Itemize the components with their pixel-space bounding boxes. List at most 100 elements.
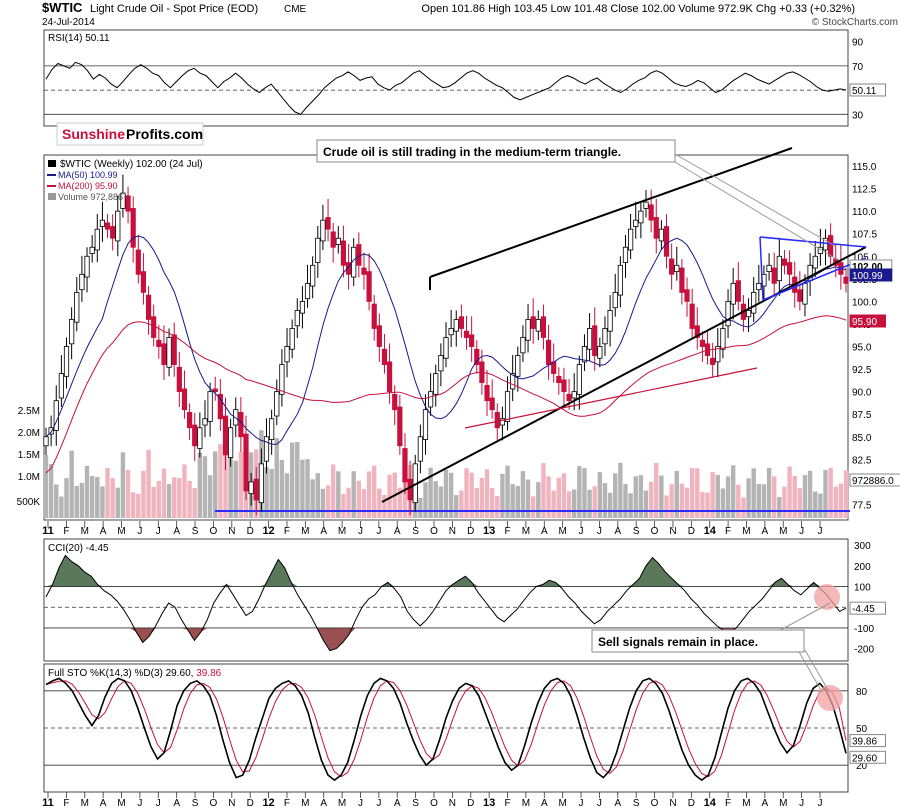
volume-bar [397, 487, 403, 518]
volume-bar [643, 490, 649, 518]
price-tick-107.5: 107.5 [852, 230, 877, 241]
candle-body [74, 291, 80, 323]
volume-bar [695, 468, 700, 518]
volume-bar [541, 463, 546, 518]
volume-bar [633, 476, 638, 518]
x-label: J [799, 798, 804, 809]
x-label: 14 [704, 797, 717, 809]
candle-body [140, 271, 147, 293]
x-label: A [614, 798, 621, 809]
triangle-callout-box [316, 139, 676, 163]
candle-body [125, 195, 131, 212]
volume-bar [197, 452, 203, 518]
x-label: S [412, 798, 419, 809]
volume-bar [310, 479, 315, 518]
sell-annotation: Sell signals remain in place. [591, 584, 843, 711]
volume-bar [710, 472, 715, 518]
volume-bar [561, 473, 567, 518]
candle-body [751, 291, 757, 314]
price-tick-82.5: 82.5 [852, 455, 872, 466]
x-label: N [669, 526, 676, 537]
rsi-tick-30: 30 [852, 110, 864, 121]
candle-body [530, 316, 536, 329]
candle-body [504, 391, 511, 422]
volume-bar [638, 475, 644, 518]
volume-bar [813, 491, 818, 518]
volume-bar [582, 468, 587, 518]
sto-d-last-value-box [849, 734, 886, 748]
x-label: J [156, 798, 161, 809]
candle-body [289, 328, 295, 350]
x-label: M [117, 798, 125, 809]
volume-bar [223, 432, 228, 518]
volume-bar [141, 470, 146, 518]
candle-body [535, 319, 541, 332]
sto-k-line [45, 677, 847, 782]
x-label: M [81, 798, 89, 809]
x-label: M [81, 526, 89, 537]
sto-legend-prefix: Full STO %K(14,3) %D(3) 29.60, [48, 668, 196, 679]
candle-body [84, 255, 90, 278]
x-label: D [688, 798, 695, 809]
watermark: © StockCharts.com [812, 17, 898, 28]
x-label: J [597, 798, 602, 809]
volume-bar [766, 467, 772, 518]
volume-bar [484, 469, 490, 518]
candle-body [402, 448, 408, 483]
candle-body [571, 391, 577, 399]
candle-body [407, 478, 413, 501]
volume-bar [618, 462, 623, 518]
volume-bar [84, 465, 90, 518]
candle-body [694, 325, 700, 338]
volume-bar [597, 472, 603, 518]
candle-body [371, 303, 377, 329]
candle-body [79, 273, 85, 291]
volume-bar [674, 470, 679, 518]
volume-bar [366, 471, 372, 518]
volume-bar [725, 476, 731, 518]
candle-body [110, 226, 116, 239]
candle-body [274, 391, 280, 417]
volume-bar [279, 459, 285, 518]
cci-last-value-box [849, 601, 886, 615]
candle-body [263, 436, 270, 462]
sto-legend-d: 39.86 [196, 668, 221, 679]
x-label: F [63, 798, 69, 809]
volume-bar [305, 459, 310, 518]
x-label: 12 [262, 525, 274, 537]
candle-body [89, 246, 95, 254]
volume-bar [105, 467, 110, 518]
volume-tick: 1.0M [18, 472, 40, 483]
candle-body [238, 412, 244, 438]
volume-tick: 2.0M [18, 428, 40, 439]
price-tick-115: 115.0 [852, 162, 877, 173]
x-label: M [742, 526, 750, 537]
candle-body [181, 388, 188, 411]
ma200-last-value-box [849, 314, 886, 328]
candle-body [94, 228, 100, 251]
volume-bar [79, 483, 85, 518]
x-label: J [358, 526, 363, 537]
volume-bar [74, 485, 79, 518]
volume-bar [546, 476, 551, 518]
x-label: A [394, 798, 401, 809]
candle-body [171, 334, 177, 365]
x-label: J [818, 526, 823, 537]
x-axis-top: 11 F M A M J J A S O N D 12 F M A M J J A S O N D 13 F M A M J J A S O N D 1… [42, 521, 823, 537]
sell-callout-text: Sell signals remain in place. [598, 635, 758, 649]
candle-body [612, 291, 618, 309]
volume-bar [448, 472, 454, 518]
sto-d-last-value: 39.86 [852, 737, 877, 748]
x-label: S [412, 526, 419, 537]
candle-body [525, 319, 531, 341]
brand-profits: Profits.com [126, 126, 203, 142]
candle-body [581, 346, 588, 363]
rsi-tick-70: 70 [852, 62, 864, 73]
x-label: N [228, 798, 235, 809]
x-label: M [558, 526, 566, 537]
volume-bar [100, 486, 105, 518]
volume-bar [315, 473, 320, 518]
cci-tick--200: -200 [854, 645, 874, 656]
volume-bar [172, 477, 177, 518]
x-label: D [247, 798, 254, 809]
